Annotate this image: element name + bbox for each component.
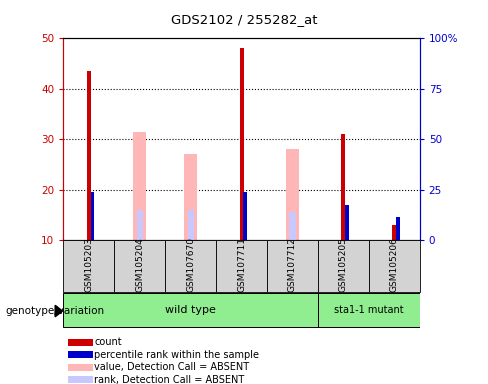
Bar [341,134,346,240]
Bar [240,48,244,240]
Text: genotype/variation: genotype/variation [5,306,104,316]
Text: GSM107712: GSM107712 [288,237,297,292]
Text: sta1-1 mutant: sta1-1 mutant [334,305,404,315]
FancyBboxPatch shape [318,240,369,292]
Bar [286,149,299,240]
Text: GSM107670: GSM107670 [186,237,195,292]
Bar [289,212,296,240]
Text: value, Detection Call = ABSENT: value, Detection Call = ABSENT [94,362,249,372]
Text: GSM105205: GSM105205 [339,237,348,292]
Text: rank, Detection Call = ABSENT: rank, Detection Call = ABSENT [94,374,244,384]
Text: GSM105203: GSM105203 [84,237,93,292]
Text: GSM105206: GSM105206 [390,237,399,292]
Bar [67,339,93,346]
FancyBboxPatch shape [267,240,318,292]
FancyBboxPatch shape [63,240,114,292]
Text: count: count [94,337,122,347]
Bar [91,192,94,240]
Text: percentile rank within the sample: percentile rank within the sample [94,349,259,360]
FancyBboxPatch shape [216,240,267,292]
Bar [345,205,349,240]
Bar [67,364,93,371]
FancyBboxPatch shape [318,293,420,327]
Text: GSM107711: GSM107711 [237,237,246,292]
Bar [67,351,93,358]
Text: wild type: wild type [165,305,216,315]
Text: GSM105204: GSM105204 [135,238,144,292]
Bar [184,154,197,240]
Bar [67,376,93,383]
Bar [244,192,247,240]
FancyBboxPatch shape [165,240,216,292]
FancyBboxPatch shape [63,293,318,327]
Bar [187,210,194,240]
Bar [396,217,400,240]
FancyBboxPatch shape [114,240,165,292]
Bar [87,71,91,240]
Text: GDS2102 / 255282_at: GDS2102 / 255282_at [171,13,317,26]
Polygon shape [55,305,62,317]
Bar [137,210,143,240]
Bar [392,225,396,240]
Bar [133,132,146,240]
FancyBboxPatch shape [369,240,420,292]
